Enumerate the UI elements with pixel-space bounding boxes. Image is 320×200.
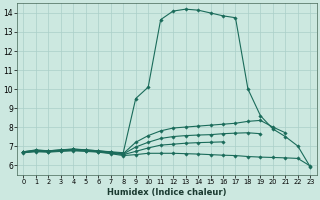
X-axis label: Humidex (Indice chaleur): Humidex (Indice chaleur): [107, 188, 227, 197]
